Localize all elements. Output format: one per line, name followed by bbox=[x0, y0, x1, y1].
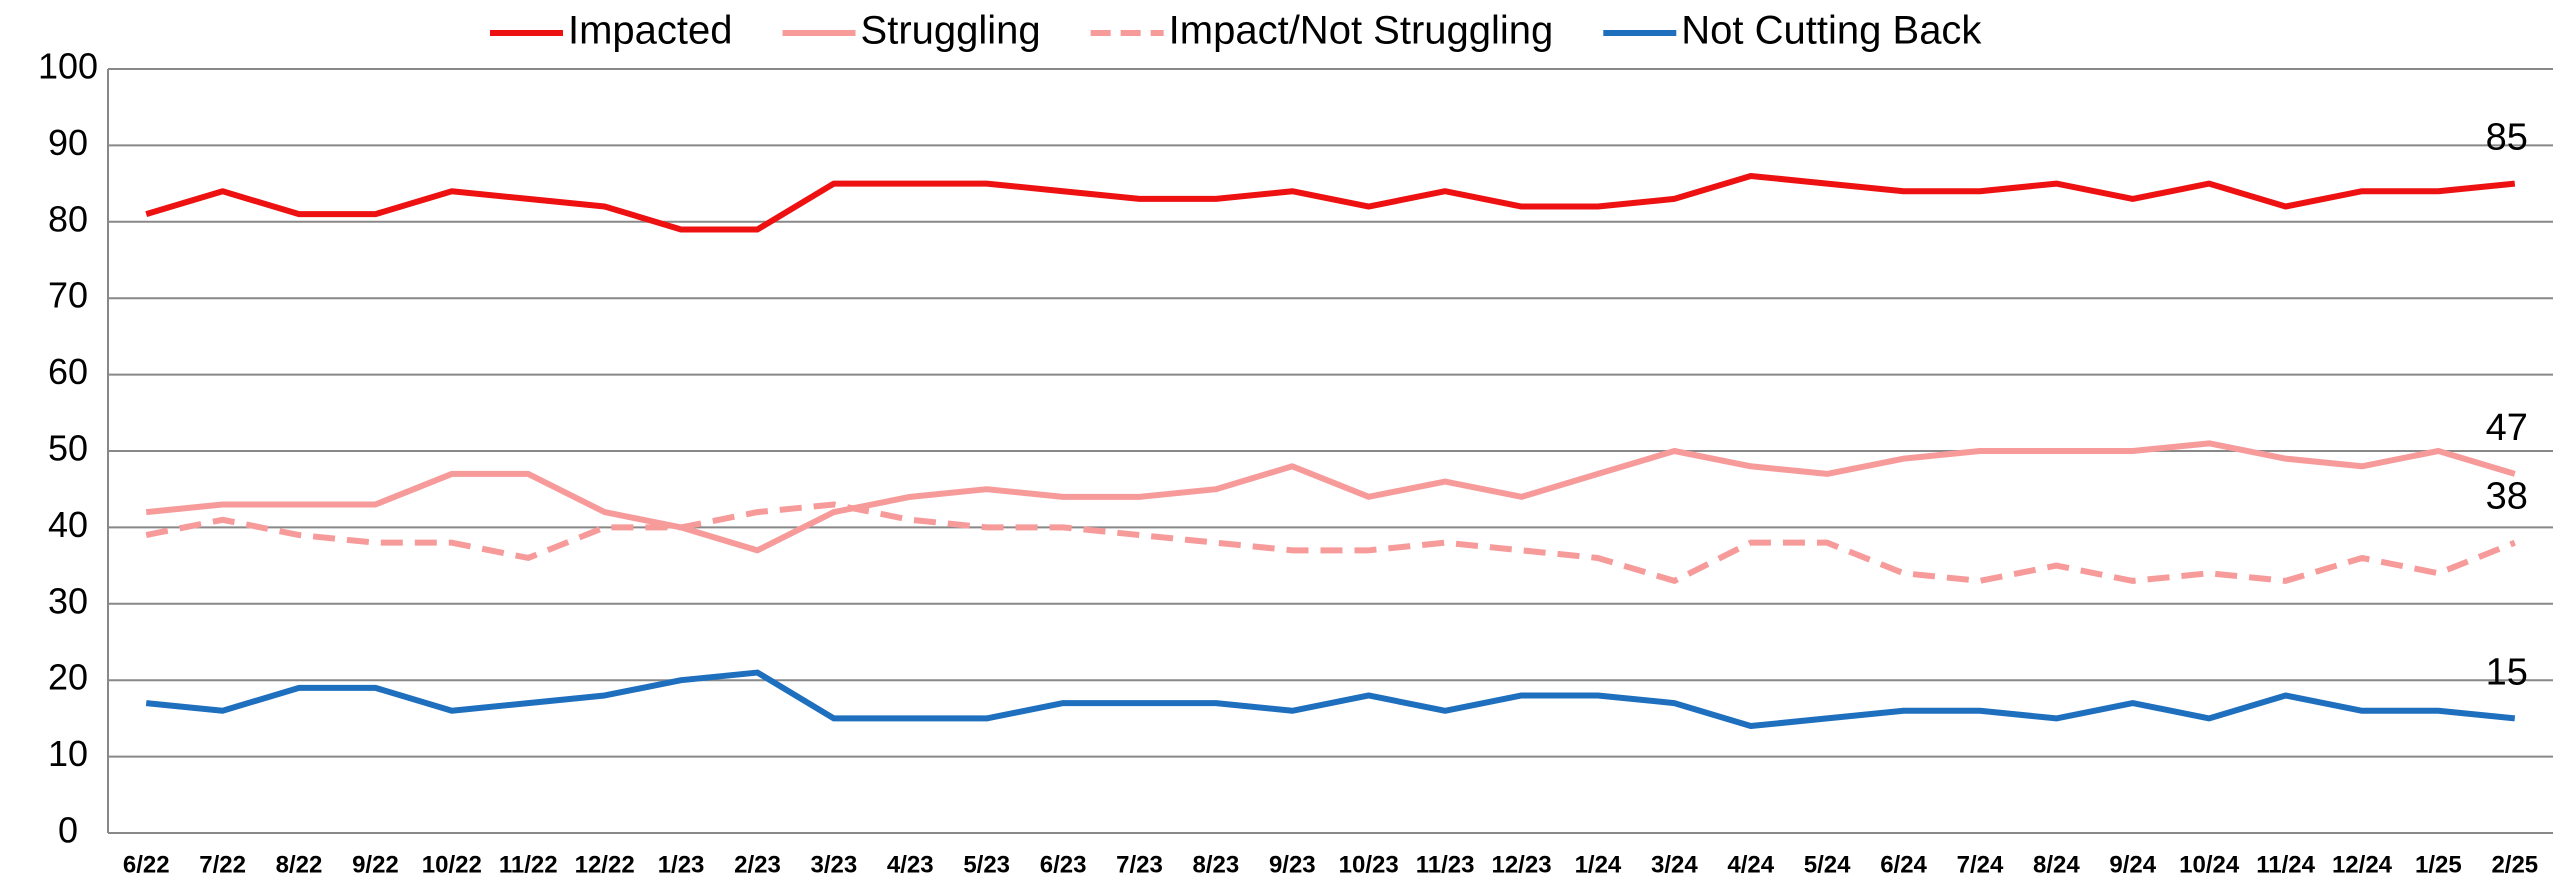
x-tick-label: 7/24 bbox=[1957, 851, 2004, 878]
y-tick-label: 100 bbox=[38, 46, 98, 87]
x-tick-label: 8/24 bbox=[2033, 851, 2080, 878]
x-tick-label: 4/23 bbox=[887, 851, 934, 878]
line-series bbox=[145, 172, 2516, 233]
x-tick-label: 1/24 bbox=[1575, 851, 1622, 878]
end-label: 85 bbox=[2486, 117, 2528, 159]
x-tick-label: 9/24 bbox=[2109, 851, 2156, 878]
x-tick-label: 5/24 bbox=[1804, 851, 1851, 878]
x-tick-label: 1/25 bbox=[2415, 851, 2462, 878]
x-tick-label: 2/23 bbox=[734, 851, 781, 878]
y-tick-label: 0 bbox=[58, 810, 78, 851]
y-tick-label: 60 bbox=[48, 351, 88, 392]
x-tick-label: 11/24 bbox=[2256, 851, 2315, 878]
x-tick-label: 6/23 bbox=[1040, 851, 1087, 878]
x-tick-label: 11/23 bbox=[1416, 851, 1475, 878]
x-tick-label: 5/23 bbox=[963, 851, 1010, 878]
y-tick-label: 20 bbox=[48, 657, 88, 698]
y-tick-label: 40 bbox=[48, 504, 88, 545]
legend-label: Struggling bbox=[861, 9, 1041, 53]
line-series bbox=[145, 669, 2516, 730]
line-series bbox=[145, 440, 2516, 554]
legend-label: Impact/Not Struggling bbox=[1169, 9, 1554, 53]
x-tick-label: 9/22 bbox=[352, 851, 399, 878]
y-tick-label: 50 bbox=[48, 428, 88, 469]
x-tick-label: 3/23 bbox=[811, 851, 858, 878]
x-tick-label: 12/24 bbox=[2332, 851, 2393, 878]
x-tick-label: 8/23 bbox=[1193, 851, 1240, 878]
x-tick-label: 6/24 bbox=[1880, 851, 1927, 878]
x-tick-label: 1/23 bbox=[658, 851, 705, 878]
x-tick-label: 7/22 bbox=[199, 851, 246, 878]
x-tick-label: 9/23 bbox=[1269, 851, 1316, 878]
legend-label: Impacted bbox=[568, 9, 733, 53]
y-tick-label: 10 bbox=[48, 733, 88, 774]
x-tick-label: 3/24 bbox=[1651, 851, 1698, 878]
y-tick-label: 70 bbox=[48, 275, 88, 316]
x-tick-label: 12/23 bbox=[1491, 851, 1551, 878]
y-tick-label: 80 bbox=[48, 198, 88, 239]
x-tick-label: 10/23 bbox=[1339, 851, 1399, 878]
end-label: 15 bbox=[2486, 651, 2528, 693]
y-tick-label: 30 bbox=[48, 580, 88, 621]
end-label: 47 bbox=[2486, 407, 2528, 449]
x-tick-label: 7/23 bbox=[1116, 851, 1163, 878]
end-label: 38 bbox=[2486, 476, 2528, 518]
x-tick-label: 4/24 bbox=[1727, 851, 1774, 878]
line-series bbox=[145, 501, 2516, 584]
x-tick-label: 6/22 bbox=[123, 851, 170, 878]
legend-label: Not Cutting Back bbox=[1681, 9, 1982, 53]
x-tick-label: 12/22 bbox=[575, 851, 635, 878]
x-tick-label: 10/24 bbox=[2179, 851, 2240, 878]
x-tick-label: 10/22 bbox=[422, 851, 482, 878]
y-tick-label: 90 bbox=[48, 122, 88, 163]
x-tick-label: 11/22 bbox=[499, 851, 558, 878]
x-tick-label: 2/25 bbox=[2491, 851, 2538, 878]
x-tick-label: 8/22 bbox=[276, 851, 323, 878]
